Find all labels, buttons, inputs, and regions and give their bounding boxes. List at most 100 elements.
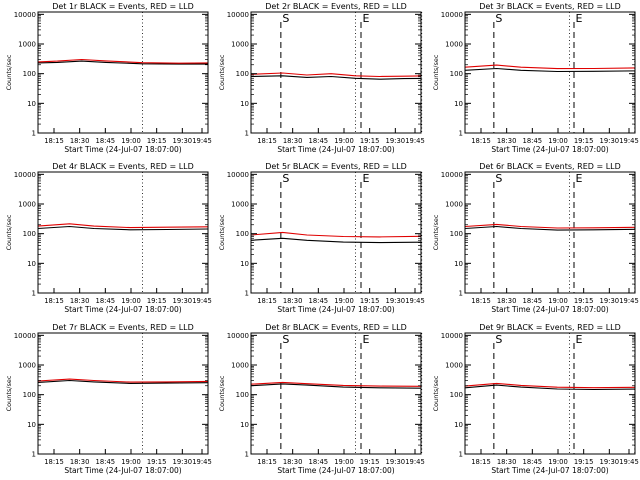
y-tick-label: 1000 (445, 362, 463, 370)
x-tick-label: 19:00 (548, 137, 568, 145)
x-tick-label: 18:15 (257, 297, 277, 305)
x-tick-label: 19:15 (360, 458, 380, 466)
y-axis-label: Counts/sec (5, 54, 13, 90)
y-tick-label: 10000 (14, 171, 36, 179)
x-tick-label: 19:30 (173, 137, 193, 145)
x-tick-label: 19:30 (600, 458, 620, 466)
y-tick-label: 100 (236, 230, 249, 238)
y-tick-label: 10000 (14, 332, 36, 340)
plot-frame (250, 11, 422, 134)
x-tick-label: 19:15 (574, 458, 594, 466)
chart-title: Det 8r BLACK = Events, RED = LLD (265, 323, 407, 332)
x-axis-label: Start Time (24-Jul-07 18:07:00) (277, 145, 394, 154)
plot-frame (464, 171, 636, 294)
marker-label-e: E (576, 172, 583, 185)
marker-label-e: E (363, 172, 370, 185)
y-tick-label: 1 (459, 290, 463, 298)
x-tick-label: 18:45 (309, 137, 329, 145)
x-tick-label: 19:45 (192, 297, 212, 305)
x-tick-label: 19:15 (360, 297, 380, 305)
y-tick-label: 1000 (231, 41, 249, 49)
x-tick-label: 19:30 (386, 458, 406, 466)
x-tick-label: 18:45 (309, 297, 329, 305)
y-tick-label: 1 (245, 290, 249, 298)
x-axis-label: Start Time (24-Jul-07 18:07:00) (491, 145, 608, 154)
x-tick-label: 18:15 (44, 137, 64, 145)
series-lld-line (465, 223, 635, 229)
x-axis-label: Start Time (24-Jul-07 18:07:00) (491, 305, 608, 314)
y-tick-label: 10 (27, 100, 36, 108)
x-tick-label: 18:30 (283, 297, 303, 305)
chart-title: Det 7r BLACK = Events, RED = LLD (52, 323, 194, 332)
series-events-line (465, 384, 635, 391)
y-tick-label: 1000 (231, 362, 249, 370)
x-tick-label: 19:45 (619, 137, 639, 145)
series-events-line (251, 383, 421, 389)
x-tick-label: 19:45 (405, 458, 425, 466)
y-tick-label: 1 (32, 290, 36, 298)
x-tick-label: 18:30 (497, 137, 517, 145)
y-tick-label: 10000 (227, 171, 249, 179)
x-tick-label: 19:45 (619, 297, 639, 305)
y-axis-label: Counts/sec (218, 375, 226, 411)
y-tick-label: 1000 (445, 201, 463, 209)
y-axis-label: Counts/sec (218, 214, 226, 250)
x-tick-label: 19:00 (121, 458, 141, 466)
x-tick-label: 18:30 (70, 297, 90, 305)
x-tick-label: 19:15 (147, 297, 167, 305)
y-tick-label: 1 (32, 451, 36, 459)
y-axis-label: Counts/sec (218, 54, 226, 90)
x-axis-label: Start Time (24-Jul-07 18:07:00) (491, 466, 608, 475)
chart-title: Det 1r BLACK = Events, RED = LLD (52, 2, 194, 11)
marker-label-e: E (363, 333, 370, 346)
series-events-line (465, 225, 635, 231)
y-tick-label: 10 (454, 260, 463, 268)
y-tick-label: 1 (32, 130, 36, 138)
x-tick-label: 19:30 (600, 297, 620, 305)
y-tick-label: 100 (236, 70, 249, 78)
x-tick-label: 19:15 (147, 137, 167, 145)
plot-frame (37, 171, 209, 294)
x-tick-label: 18:45 (96, 137, 116, 145)
x-tick-label: 18:30 (497, 458, 517, 466)
x-tick-label: 18:30 (70, 137, 90, 145)
x-tick-label: 18:45 (523, 297, 543, 305)
x-tick-label: 19:30 (386, 297, 406, 305)
y-tick-label: 1 (459, 451, 463, 459)
y-axis-label: Counts/sec (432, 214, 440, 250)
chart-title: Det 9r BLACK = Events, RED = LLD (479, 323, 621, 332)
x-tick-label: 18:30 (497, 297, 517, 305)
y-tick-label: 100 (236, 391, 249, 399)
x-tick-label: 19:45 (405, 137, 425, 145)
x-tick-label: 18:45 (96, 458, 116, 466)
y-tick-label: 10000 (227, 332, 249, 340)
y-tick-label: 10 (240, 260, 249, 268)
y-tick-label: 10000 (441, 332, 463, 340)
series-lld-line (465, 64, 635, 70)
x-tick-label: 19:00 (548, 458, 568, 466)
y-axis-label: Counts/sec (432, 54, 440, 90)
chart-panel-4: Det 4r BLACK = Events, RED = LLD S E 1 10 100… (5, 162, 423, 314)
y-tick-label: 1 (245, 130, 249, 138)
series-lld-line (465, 382, 635, 389)
x-tick-label: 18:15 (471, 137, 491, 145)
marker-label-s: S (282, 172, 289, 185)
series-events-line (38, 225, 208, 231)
y-tick-label: 10 (454, 100, 463, 108)
x-tick-label: 19:15 (147, 458, 167, 466)
y-tick-label: 10000 (441, 171, 463, 179)
y-axis-label: Counts/sec (5, 375, 13, 411)
y-tick-label: 100 (23, 70, 36, 78)
chart-panel-1: Det 1r BLACK = Events, RED = LLD S E 1 10 100… (5, 2, 423, 154)
series-events-line (38, 60, 208, 65)
x-tick-label: 18:30 (283, 137, 303, 145)
plot-frame (464, 11, 636, 134)
x-tick-label: 18:45 (523, 137, 543, 145)
chart-title: Det 4r BLACK = Events, RED = LLD (52, 162, 194, 171)
series-events-line (465, 67, 635, 73)
marker-label-s: S (495, 12, 502, 25)
y-tick-label: 100 (23, 391, 36, 399)
series-lld-line (251, 72, 421, 78)
x-tick-label: 19:30 (386, 137, 406, 145)
